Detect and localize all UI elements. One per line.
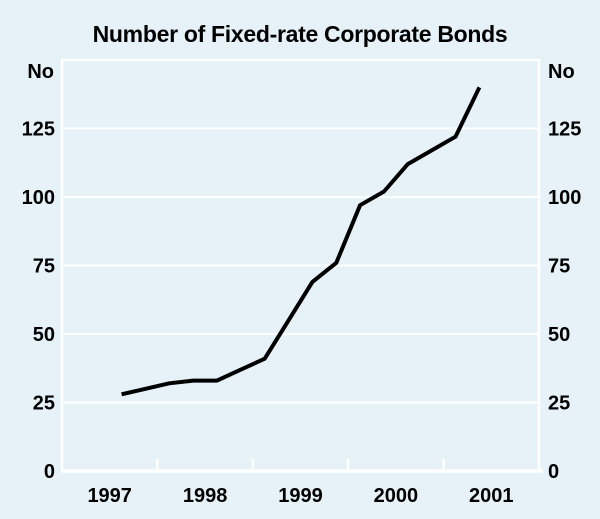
- y-tick-label-left-25: 25: [33, 393, 55, 415]
- y-tick-label-right-125: 125: [548, 119, 581, 141]
- y-tick-label-right-75: 75: [548, 256, 570, 278]
- y-tick-label-left-50: 50: [33, 324, 55, 346]
- x-tick-label-1998: 1998: [183, 485, 228, 507]
- data-line-fixed-rate-bonds: [121, 86, 482, 397]
- y-tick-label-right-50: 50: [548, 324, 570, 346]
- y-tick-label-right-25: 25: [548, 393, 570, 415]
- x-tick-label-1997: 1997: [87, 485, 132, 507]
- y-tick-label-left-125: 125: [22, 119, 55, 141]
- x-tick-label-1999: 1999: [278, 485, 323, 507]
- y-tick-label-left-100: 100: [22, 187, 55, 209]
- x-tick-label-2000: 2000: [374, 485, 419, 507]
- y-axis-unit-left: No: [27, 61, 54, 83]
- y-tick-label-right-0: 0: [548, 461, 559, 483]
- y-tick-label-left-0: 0: [44, 461, 55, 483]
- y-axis-unit-right: No: [548, 61, 575, 83]
- x-tick-label-2001: 2001: [469, 485, 514, 507]
- y-tick-label-right-100: 100: [548, 187, 581, 209]
- y-tick-label-left-75: 75: [33, 256, 55, 278]
- chart-title: Number of Fixed-rate Corporate Bonds: [92, 21, 508, 47]
